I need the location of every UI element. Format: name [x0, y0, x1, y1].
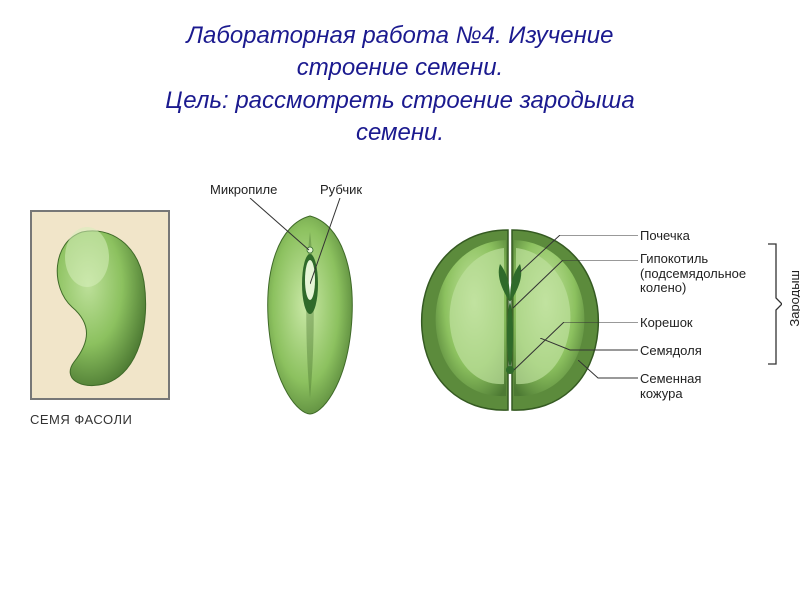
title-line-3: Цель: рассмотреть строение зародыша [40, 85, 760, 117]
leader-seed-coat [578, 360, 640, 384]
label-seed-coat-l1: Семенная [640, 372, 701, 387]
label-hilum: Рубчик [320, 182, 362, 197]
label-cotyledon: Семядоля [640, 343, 702, 358]
diagram-area: СЕМЯ ФАСОЛИ [0, 180, 800, 540]
title-block: Лабораторная работа №4. Изучение строени… [0, 0, 800, 180]
title-line-4: семени. [40, 117, 760, 149]
label-embryo-bracket: Зародыш [787, 270, 800, 327]
title-line-2: строение семени. [40, 52, 760, 84]
label-hypocotyl-l3: колено) [640, 281, 746, 296]
seed-frame-caption: СЕМЯ ФАСОЛИ [30, 412, 170, 427]
bean-seed-whole [32, 212, 172, 402]
embryo-bracket [768, 242, 782, 366]
label-hypocotyl-l2: (подсемядольное [640, 267, 746, 282]
label-hypocotyl-l1: Гипокотиль [640, 252, 746, 267]
seed-frame [30, 210, 170, 400]
label-seed-coat: Семенная кожура [640, 372, 701, 402]
leader-cotyledon [540, 338, 640, 358]
label-plumule: Почечка [640, 228, 690, 243]
label-seed-coat-l2: кожура [640, 387, 701, 402]
label-hypocotyl: Гипокотиль (подсемядольное колено) [640, 252, 746, 297]
title-line-1: Лабораторная работа №4. Изучение [40, 20, 760, 52]
leader-hypocotyl [513, 260, 639, 310]
label-micropyle: Микропиле [210, 182, 277, 197]
leader-hilum [310, 198, 350, 288]
label-radicle: Корешок [640, 315, 693, 330]
